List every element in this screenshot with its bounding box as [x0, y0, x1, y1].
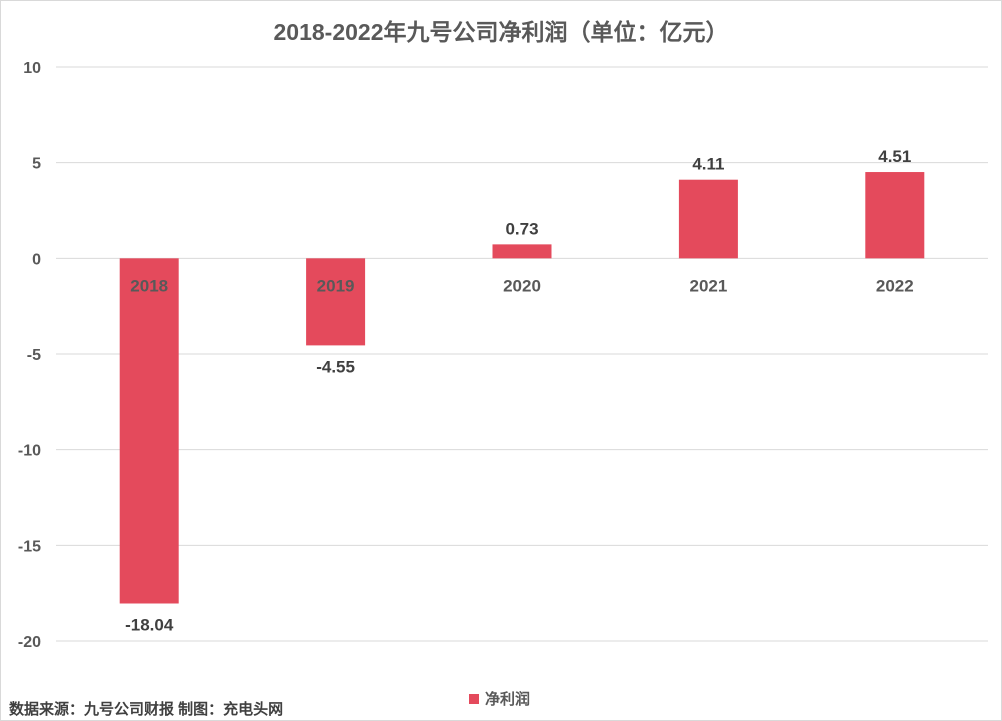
y-tick-label: -10 — [18, 443, 41, 460]
y-tick-label: -15 — [18, 538, 41, 555]
data-label: -18.04 — [125, 615, 174, 634]
data-labels: -18.04 -4.55 0.73 4.11 4.51 — [125, 147, 911, 634]
bars — [119, 172, 925, 604]
category-labels: 2018 2019 2020 2021 2022 — [130, 276, 913, 295]
category-label: 2020 — [503, 276, 541, 295]
legend-swatch — [469, 693, 479, 704]
legend-label: 净利润 — [485, 691, 531, 708]
bar — [492, 244, 552, 259]
legend: 净利润 — [469, 688, 530, 709]
source-note: 数据来源：九号公司财报 制图：充电头网 — [9, 701, 284, 718]
data-label: -4.55 — [316, 357, 355, 376]
bar — [119, 258, 179, 604]
data-label: 0.73 — [505, 219, 538, 238]
chart-title: 2018-2022年九号公司净利润（单位：亿元） — [273, 19, 729, 45]
data-label: 4.11 — [692, 155, 724, 174]
y-tick-label: -5 — [27, 347, 41, 364]
bar — [306, 258, 366, 346]
y-tick-label: 0 — [32, 251, 41, 268]
category-label: 2018 — [130, 276, 168, 295]
bar — [865, 172, 925, 259]
y-tick-label: -20 — [18, 634, 41, 651]
category-label: 2019 — [317, 276, 355, 295]
category-label: 2021 — [689, 276, 727, 295]
bar — [678, 179, 738, 259]
gridlines — [56, 66, 988, 642]
data-label: 4.51 — [878, 147, 911, 166]
category-label: 2022 — [876, 276, 914, 295]
y-tick-label: 10 — [23, 60, 41, 77]
y-axis-ticks: 10 5 0 -5 -10 -15 -20 — [18, 60, 41, 651]
y-tick-label: 5 — [32, 156, 41, 173]
